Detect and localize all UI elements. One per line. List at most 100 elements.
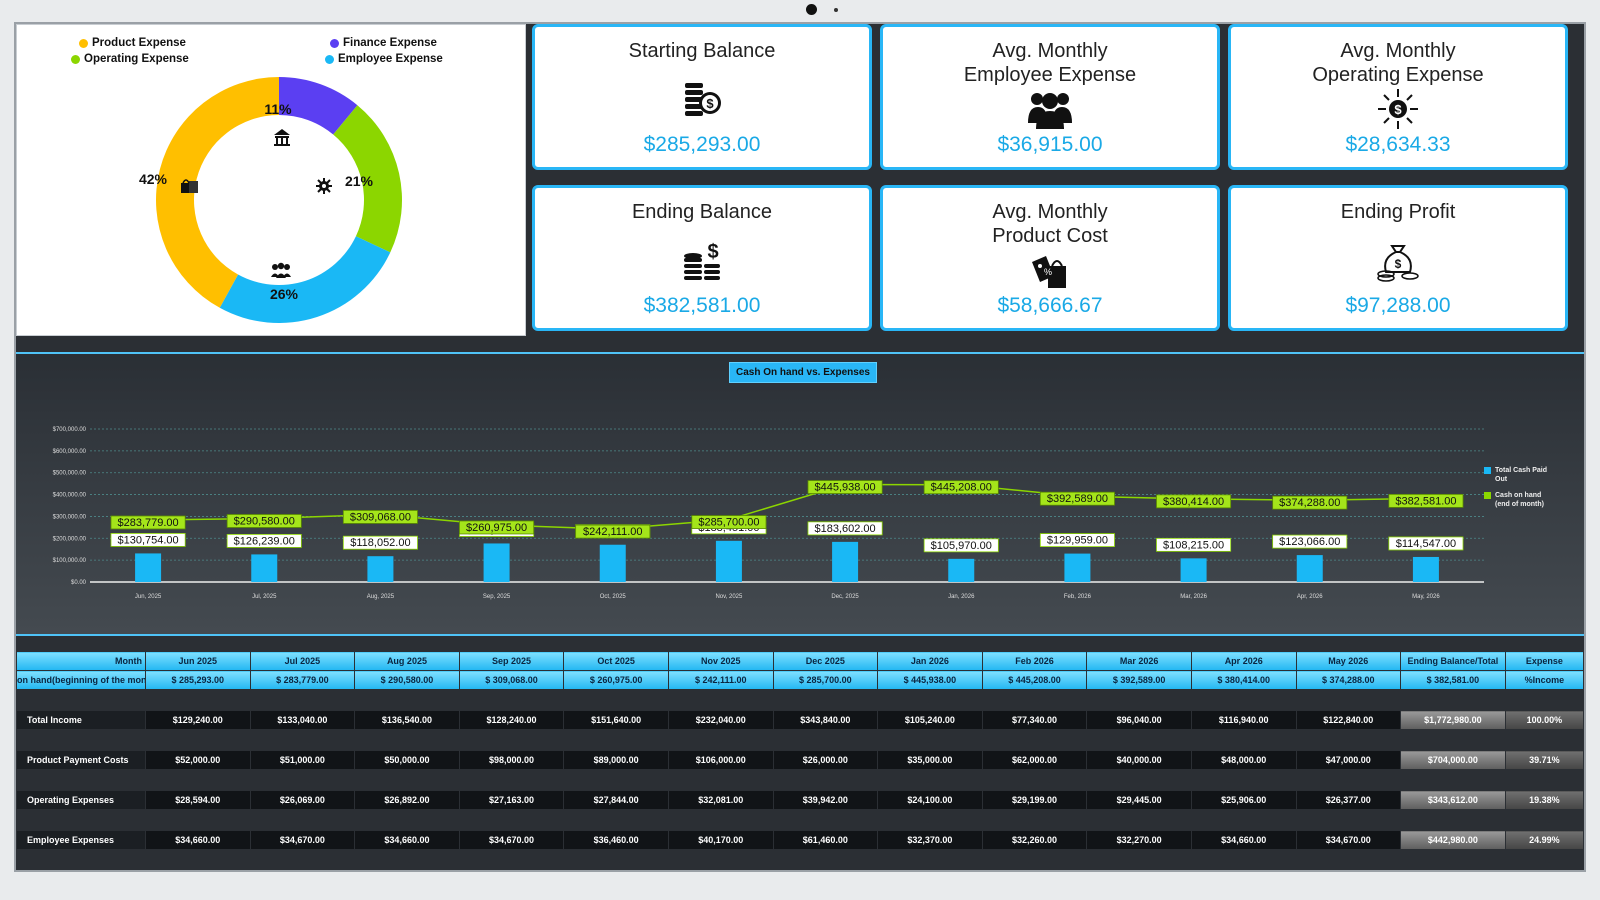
table-cell: $96,040.00 <box>1086 710 1192 730</box>
spacer-cell <box>16 729 146 751</box>
header-cell: Sep 2025 <box>458 651 565 671</box>
spacer-cell <box>877 769 983 791</box>
table-cell: $343,840.00 <box>772 710 879 730</box>
card-title: Avg. Monthly Operating Expense <box>1312 40 1484 86</box>
card-title: Starting Balance <box>628 40 776 62</box>
x-tick-label: Jun, 2025 <box>135 594 162 600</box>
bar-data-label: $108,215.00 <box>1163 539 1224 551</box>
spacer-cell <box>250 849 355 870</box>
spacer-cell <box>459 689 564 711</box>
carousel-dot[interactable] <box>834 8 838 12</box>
y-tick-label: $300,000.00 <box>53 514 87 520</box>
x-tick-label: May, 2026 <box>1412 594 1440 600</box>
legend-product-expense: Product Expense <box>79 37 186 49</box>
line-data-label: $374,288.00 <box>1279 497 1340 509</box>
table-cell: $29,445.00 <box>1086 790 1192 810</box>
shopping-bags-icon: % <box>1032 256 1066 288</box>
header-cell: $ 309,068.00 <box>458 670 565 690</box>
spacer-cell <box>145 809 251 831</box>
carousel-dot-active[interactable] <box>806 4 817 15</box>
header-cell: Ending Balance/Total <box>1400 651 1506 671</box>
table-cell: $1,772,980.00 <box>1400 710 1506 730</box>
header-cell: Jun 2025 <box>144 651 251 671</box>
table-cell: $47,000.00 <box>1295 750 1402 770</box>
table-spacer-row <box>16 689 1584 711</box>
spacer-cell <box>459 769 564 791</box>
bar-data-label: $129,959.00 <box>1047 535 1108 547</box>
table-cell: $136,540.00 <box>354 710 460 730</box>
spacer-cell <box>145 849 251 870</box>
bar-data-label: $105,970.00 <box>931 540 992 552</box>
legend-swatch-total-cash <box>1484 467 1491 474</box>
spacer-cell <box>250 729 355 751</box>
spacer-cell <box>1191 809 1296 831</box>
table-row: Employee Expenses $34,660.00 $34,670.00 $34… <box>16 830 1585 850</box>
svg-text:$: $ <box>707 241 718 263</box>
bar-data-label: $114,547.00 <box>1396 538 1456 550</box>
table-cell: $62,000.00 <box>981 750 1088 770</box>
spacer-cell <box>354 729 460 751</box>
expense-donut-panel: Product Expense Finance Expense Operatin… <box>16 24 526 336</box>
table-cell: $24,100.00 <box>877 790 983 810</box>
spacer-cell <box>1086 729 1192 751</box>
header-cell: $ 382,581.00 <box>1400 670 1506 690</box>
bank-icon <box>274 129 290 146</box>
spacer-cell <box>563 809 669 831</box>
bar-total-cash-paid-out <box>1064 553 1091 582</box>
table-cell: $32,081.00 <box>667 790 774 810</box>
donut-slice-operating <box>333 105 402 253</box>
spacer-cell <box>563 729 669 751</box>
monthly-summary-table: Month Jun 2025 Jul 2025 Aug 2025 Sep 2025 Oct… <box>16 651 1585 870</box>
spacer-cell <box>1505 689 1584 711</box>
line-data-label-box <box>807 480 883 494</box>
header-cell: $ 283,779.00 <box>249 670 356 690</box>
cash-vs-expenses-chart-panel: Cash On hand vs. Expenses $0.00 $100,000.… <box>16 352 1584 636</box>
row-label: Operating Expenses <box>16 790 146 810</box>
table-cell: $77,340.00 <box>981 710 1088 730</box>
table-cell: $27,163.00 <box>458 790 565 810</box>
table-cell: $26,000.00 <box>772 750 879 770</box>
table-spacer-row <box>16 809 1584 831</box>
line-data-label-box <box>1039 491 1115 506</box>
bar-total-cash-paid-out <box>832 541 859 582</box>
bar-total-cash-paid-out <box>367 556 394 582</box>
bar-data-label-box <box>110 533 186 547</box>
x-tick-label: Jan, 2026 <box>948 594 975 600</box>
card-title: Ending Profit <box>1340 201 1456 223</box>
header-cell: Jul 2025 <box>249 651 356 671</box>
line-data-label: $445,938.00 <box>814 482 875 494</box>
header-cell: $ 392,589.00 <box>1086 670 1192 690</box>
card-value: $97,288.00 <box>1345 294 1451 317</box>
line-data-label-box <box>1272 495 1348 510</box>
legend-employee-expense: Employee Expense <box>325 53 443 65</box>
card-value: $36,915.00 <box>997 133 1103 156</box>
svg-text:$: $ <box>1394 102 1402 117</box>
y-tick-label: $400,000.00 <box>53 493 87 499</box>
line-data-label: $242,111.00 <box>583 526 643 538</box>
card-value: $28,634.33 <box>1345 133 1451 156</box>
table-cell: $39,942.00 <box>772 790 879 810</box>
legend-finance-expense: Finance Expense <box>330 37 437 49</box>
spacer-cell <box>459 729 564 751</box>
bar-data-label-box <box>1156 537 1232 552</box>
bar-data-label: $123,066.00 <box>1279 536 1340 548</box>
spacer-cell <box>668 769 774 791</box>
card-ending-balance: Ending Balance $ $382,581.00 <box>532 185 872 331</box>
carousel-dots[interactable] <box>806 2 846 15</box>
spacer-cell <box>1400 689 1506 711</box>
table-cell: $232,040.00 <box>667 710 774 730</box>
line-data-label-box <box>575 524 651 539</box>
coins-dollar-icon: $ <box>685 83 721 116</box>
table-cell: $34,670.00 <box>1295 830 1402 850</box>
bar-total-cash-paid-out <box>1296 555 1323 582</box>
table-cell: $151,640.00 <box>563 710 669 730</box>
header-cell: $ 290,580.00 <box>354 670 460 690</box>
card-title: Ending Balance <box>631 201 773 223</box>
spacer-cell <box>773 809 878 831</box>
row-label: Employee Expenses <box>16 830 146 850</box>
line-data-label-box <box>226 514 302 528</box>
y-tick-label: $200,000.00 <box>53 536 87 542</box>
x-tick-label: Feb, 2026 <box>1064 594 1092 600</box>
spacer-cell <box>1505 849 1584 870</box>
table-cell: $128,240.00 <box>458 710 565 730</box>
